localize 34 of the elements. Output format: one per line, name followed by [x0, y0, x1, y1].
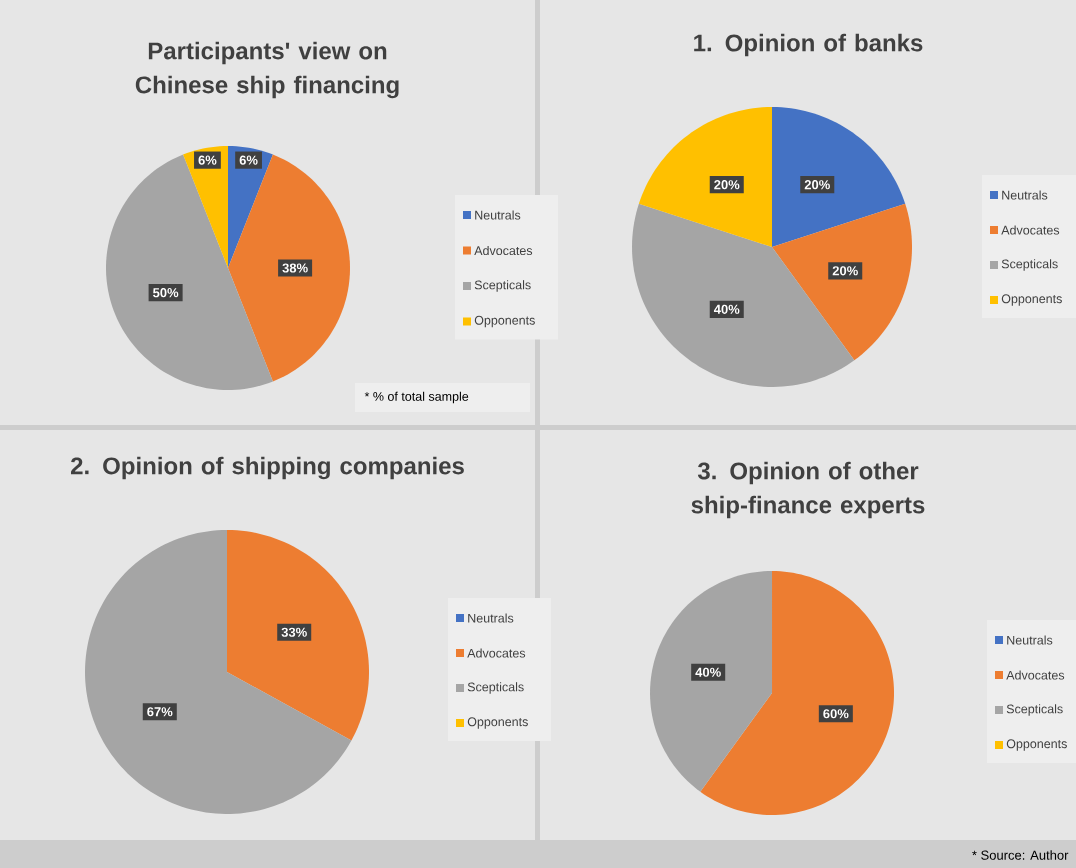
- legend-label: Advocates: [474, 245, 533, 256]
- legend-label: Neutrals: [475, 210, 521, 220]
- text: * % of total sample: [364, 391, 469, 404]
- data-label: 6%: [239, 155, 258, 165]
- legend-label: Advocates: [1001, 225, 1060, 235]
- legend-label: Opponents: [474, 315, 535, 328]
- data-label: 40%: [713, 304, 740, 314]
- legend-label: Scepticals: [474, 280, 531, 292]
- legend-label: Advocates: [1006, 670, 1065, 680]
- legend-label: Scepticals: [467, 682, 524, 694]
- legend-label: Scepticals: [1001, 259, 1058, 271]
- data-label: 40%: [695, 667, 721, 677]
- data-label: 67%: [147, 707, 173, 717]
- legend-label: Opponents: [1001, 294, 1062, 306]
- data-label: 20%: [804, 180, 830, 190]
- legend-label: Advocates: [467, 648, 526, 658]
- legend-label: Neutrals: [468, 613, 514, 623]
- chart-title: 1. Opinion of banks: [694, 33, 923, 57]
- legend-label: Neutrals: [1002, 190, 1048, 200]
- data-label: 20%: [832, 266, 858, 276]
- data-label: 33%: [281, 627, 307, 637]
- legend-label: Neutrals: [1007, 635, 1053, 645]
- data-label: 38%: [282, 263, 308, 273]
- legend-label: Scepticals: [1006, 704, 1063, 716]
- chart-title: 3. Opinion of other ship-finance experts: [691, 461, 925, 519]
- data-label: 6%: [198, 155, 217, 165]
- text: * Source: Author: [972, 850, 1069, 860]
- chart-title: 2. Opinion of shipping companies: [71, 456, 464, 480]
- data-label: 20%: [714, 180, 740, 190]
- legend-label: Opponents: [467, 717, 528, 729]
- data-label: 50%: [153, 288, 179, 298]
- chart-title: Participants' view on Chinese ship financing: [135, 41, 399, 99]
- data-label: 60%: [823, 709, 849, 719]
- legend-label: Opponents: [1006, 739, 1067, 751]
